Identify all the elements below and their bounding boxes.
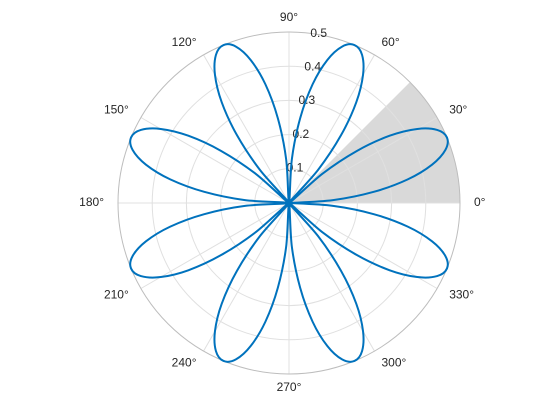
theta-tick-label: 270° xyxy=(277,380,302,394)
angular-grid-line xyxy=(140,202,290,289)
theta-tick-label: 180° xyxy=(79,195,104,209)
angular-grid-line xyxy=(288,202,438,289)
theta-tick-label: 210° xyxy=(104,288,129,302)
radial-grid-circle xyxy=(151,65,427,341)
theta-tick-label: 60° xyxy=(382,35,400,49)
radial-grid-circle xyxy=(220,134,358,272)
r-tick-label: 0.5 xyxy=(310,26,327,40)
theta-tick-label: 330° xyxy=(449,288,474,302)
theta-tick-label: 30° xyxy=(449,103,467,117)
r-tick-label: 0.4 xyxy=(304,59,321,73)
theta-tick-label: 240° xyxy=(172,355,197,369)
radial-grid-circle xyxy=(254,168,324,238)
radial-grid-circle xyxy=(117,31,461,375)
theta-tick-label: 300° xyxy=(382,355,407,369)
theta-tick-label: 120° xyxy=(172,35,197,49)
angular-grid-line xyxy=(203,54,290,204)
rose-line xyxy=(129,43,449,363)
angular-grid-line xyxy=(203,202,290,352)
angular-grid-line xyxy=(288,54,375,204)
r-tick-label: 0.1 xyxy=(287,160,304,174)
theta-tick-label: 90° xyxy=(280,10,298,24)
radial-grid-circle xyxy=(185,99,393,307)
angular-grid-line xyxy=(140,117,290,204)
angular-grid-line xyxy=(288,117,438,204)
angular-grid-line xyxy=(288,202,375,352)
theta-tick-label: 0° xyxy=(474,195,486,209)
theta-tick-label: 150° xyxy=(104,103,129,117)
